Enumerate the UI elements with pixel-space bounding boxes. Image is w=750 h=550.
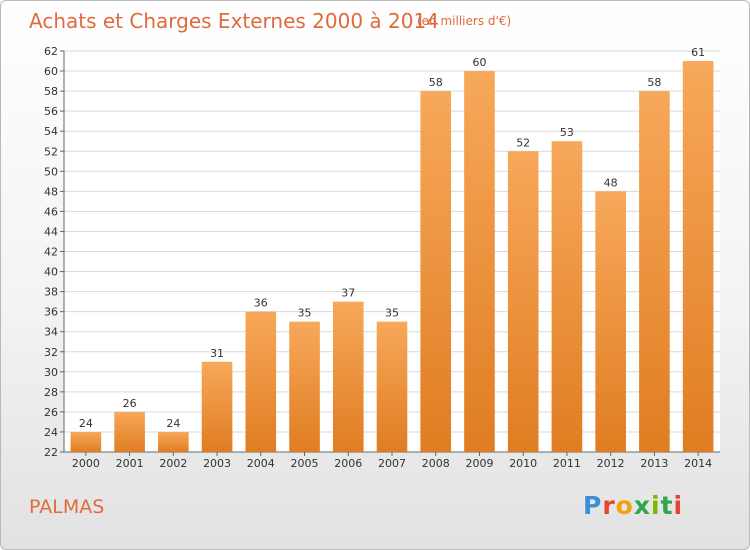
- value-label-2013: 58: [647, 76, 661, 89]
- value-label-2014: 61: [691, 46, 705, 59]
- bar-2002: [158, 431, 189, 452]
- x-tick-label-2005: 2005: [291, 457, 319, 470]
- bar-2011: [551, 141, 583, 452]
- value-label-2003: 31: [210, 347, 224, 360]
- x-tick-label-2007: 2007: [378, 457, 406, 470]
- x-tick-label-2003: 2003: [203, 457, 231, 470]
- bar-2009: [464, 71, 495, 453]
- y-tick-label: 26: [44, 406, 58, 419]
- y-tick-label: 32: [44, 346, 58, 359]
- logo-letter: x: [633, 491, 651, 520]
- x-tick-label-2008: 2008: [422, 457, 450, 470]
- city-name: PALMAS: [29, 496, 105, 518]
- y-tick-label: 34: [44, 326, 58, 339]
- y-tick-label: 30: [44, 366, 58, 379]
- y-tick-label: 54: [44, 125, 58, 138]
- x-tick-label-2000: 2000: [72, 457, 100, 470]
- y-tick-label: 44: [44, 225, 58, 238]
- y-tick-label: 22: [44, 446, 58, 459]
- bar-2014: [682, 61, 714, 453]
- y-tick-label: 36: [44, 306, 58, 319]
- proxiti-logo: Proxiti: [583, 491, 683, 520]
- y-tick-label: 48: [44, 185, 58, 198]
- value-label-2001: 26: [123, 397, 137, 410]
- logo-letter: i: [651, 491, 661, 520]
- x-tick-label-2006: 2006: [334, 457, 362, 470]
- bar-2010: [507, 151, 539, 452]
- y-tick-label: 38: [44, 286, 58, 299]
- value-label-2010: 52: [516, 136, 530, 149]
- y-tick-label: 42: [44, 246, 58, 259]
- y-tick-label: 56: [44, 105, 58, 118]
- x-tick-label-2004: 2004: [247, 457, 275, 470]
- value-label-2008: 58: [429, 76, 443, 89]
- bar-2008: [420, 91, 452, 452]
- value-label-2000: 24: [79, 417, 93, 430]
- value-label-2004: 36: [254, 297, 268, 310]
- y-tick-label: 62: [44, 45, 58, 58]
- y-tick-label: 52: [44, 145, 58, 158]
- bar-2006: [332, 301, 364, 452]
- x-tick-label-2011: 2011: [553, 457, 581, 470]
- x-tick-label-2001: 2001: [116, 457, 144, 470]
- chart-unit: (en milliers d'€): [417, 14, 512, 28]
- x-tick-label-2014: 2014: [684, 457, 712, 470]
- value-label-2012: 48: [604, 176, 618, 189]
- value-label-2007: 35: [385, 307, 399, 320]
- x-tick-label-2010: 2010: [509, 457, 537, 470]
- value-label-2006: 37: [341, 287, 355, 300]
- y-tick-label: 58: [44, 85, 58, 98]
- logo-letter: i: [673, 491, 684, 520]
- bar-2000: [70, 431, 102, 452]
- bar-2001: [114, 411, 145, 452]
- bar-2005: [289, 321, 320, 452]
- x-tick-label-2002: 2002: [159, 457, 187, 470]
- value-label-2011: 53: [560, 126, 574, 139]
- logo-letter: t: [660, 491, 674, 520]
- logo-letter: P: [583, 491, 603, 520]
- logo-letter: r: [602, 491, 616, 520]
- y-tick-label: 46: [44, 205, 58, 218]
- y-tick-label: 60: [44, 65, 58, 78]
- x-tick-label-2012: 2012: [597, 457, 625, 470]
- y-tick-label: 50: [44, 165, 58, 178]
- value-label-2005: 35: [298, 307, 312, 320]
- y-tick-label: 28: [44, 386, 58, 399]
- y-tick-label: 24: [44, 426, 58, 439]
- chart-title: Achats et Charges Externes 2000 à 2014: [29, 9, 439, 33]
- value-label-2009: 60: [472, 56, 486, 69]
- bar-2004: [245, 311, 277, 452]
- bar-2013: [639, 91, 670, 452]
- bar-2012: [595, 191, 626, 452]
- logo-letter: o: [615, 491, 634, 520]
- x-tick-label-2009: 2009: [465, 457, 493, 470]
- value-label-2002: 24: [166, 417, 180, 430]
- bar-2003: [201, 361, 233, 452]
- bar-2007: [376, 321, 408, 452]
- x-tick-label-2013: 2013: [640, 457, 668, 470]
- y-tick-label: 40: [44, 266, 58, 279]
